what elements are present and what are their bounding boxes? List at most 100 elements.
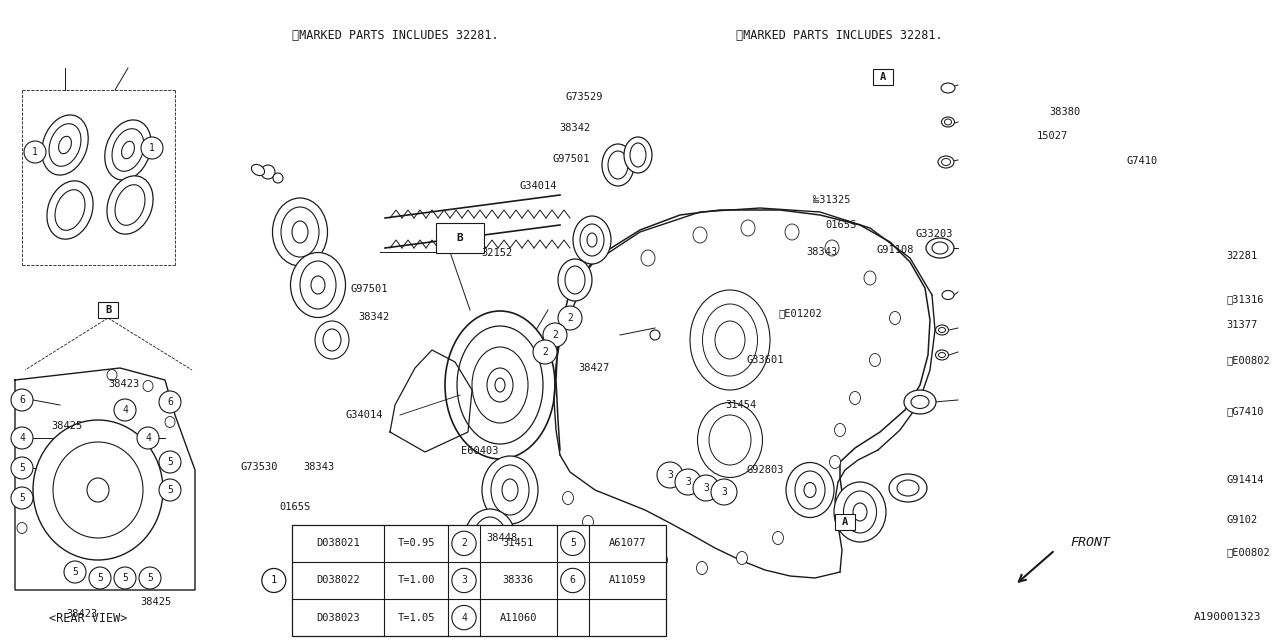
Text: T=1.00: T=1.00 <box>397 575 435 586</box>
Ellipse shape <box>852 503 867 521</box>
Ellipse shape <box>292 221 308 243</box>
Ellipse shape <box>942 159 951 166</box>
Circle shape <box>12 427 33 449</box>
Text: 5: 5 <box>570 538 576 548</box>
Ellipse shape <box>52 442 143 538</box>
Circle shape <box>114 567 136 589</box>
Ellipse shape <box>795 471 826 509</box>
Circle shape <box>452 531 476 556</box>
Ellipse shape <box>120 573 131 584</box>
Ellipse shape <box>850 392 860 404</box>
Ellipse shape <box>564 266 585 294</box>
Ellipse shape <box>87 478 109 502</box>
Text: 32152: 32152 <box>481 248 512 258</box>
Text: ※E00802: ※E00802 <box>1226 547 1270 557</box>
Ellipse shape <box>315 321 349 359</box>
Text: 38423: 38423 <box>67 609 97 620</box>
Text: 6: 6 <box>19 395 24 405</box>
Bar <box>835 513 855 529</box>
Ellipse shape <box>617 538 627 552</box>
Text: 5: 5 <box>19 493 24 503</box>
Text: E60403: E60403 <box>461 446 498 456</box>
Bar <box>292 525 666 636</box>
Ellipse shape <box>17 495 27 506</box>
Text: 31377: 31377 <box>1226 320 1257 330</box>
Text: G33601: G33601 <box>746 355 783 365</box>
Ellipse shape <box>108 369 116 381</box>
Ellipse shape <box>47 181 93 239</box>
Ellipse shape <box>17 433 27 444</box>
Ellipse shape <box>641 250 655 266</box>
Text: A190001323: A190001323 <box>1193 612 1261 622</box>
Text: 3: 3 <box>461 575 467 586</box>
Circle shape <box>710 479 737 505</box>
Ellipse shape <box>165 484 175 495</box>
Circle shape <box>24 141 46 163</box>
Ellipse shape <box>17 522 27 534</box>
Ellipse shape <box>17 394 27 406</box>
Text: ※G7410: ※G7410 <box>1226 406 1263 416</box>
Ellipse shape <box>904 390 936 414</box>
Text: 31451: 31451 <box>503 538 534 548</box>
Text: 6: 6 <box>570 575 576 586</box>
Text: 38342: 38342 <box>559 123 590 133</box>
Ellipse shape <box>696 561 708 575</box>
Text: 5: 5 <box>72 567 78 577</box>
Ellipse shape <box>785 224 799 240</box>
Circle shape <box>262 568 285 593</box>
Text: D038022: D038022 <box>316 575 360 586</box>
Circle shape <box>141 137 163 159</box>
Ellipse shape <box>59 136 72 154</box>
Ellipse shape <box>580 224 604 256</box>
Ellipse shape <box>716 321 745 359</box>
Circle shape <box>64 561 86 583</box>
Circle shape <box>657 462 684 488</box>
Text: 38425: 38425 <box>141 596 172 607</box>
Circle shape <box>273 173 283 183</box>
Text: T=0.95: T=0.95 <box>397 538 435 548</box>
Text: 5: 5 <box>122 573 128 583</box>
Text: ※E01202: ※E01202 <box>778 308 822 319</box>
Text: 3: 3 <box>685 477 691 487</box>
Ellipse shape <box>657 554 667 566</box>
Text: A11060: A11060 <box>499 612 538 623</box>
Ellipse shape <box>805 499 815 511</box>
Text: 38427: 38427 <box>579 363 609 373</box>
Ellipse shape <box>474 517 507 563</box>
Circle shape <box>114 399 136 421</box>
Circle shape <box>558 306 582 330</box>
Circle shape <box>452 605 476 630</box>
Text: 38343: 38343 <box>303 462 334 472</box>
Circle shape <box>137 427 159 449</box>
Ellipse shape <box>562 492 573 504</box>
Text: ※31316: ※31316 <box>1226 294 1263 305</box>
Ellipse shape <box>773 531 783 545</box>
Ellipse shape <box>936 350 948 360</box>
Text: B: B <box>457 233 463 243</box>
Ellipse shape <box>938 156 954 168</box>
Text: <REAR VIEW>: <REAR VIEW> <box>49 612 127 625</box>
Text: 32281: 32281 <box>1226 251 1257 261</box>
Circle shape <box>159 451 180 473</box>
Ellipse shape <box>291 253 346 317</box>
Text: 38342: 38342 <box>358 312 389 322</box>
Ellipse shape <box>42 115 88 175</box>
Text: A61077: A61077 <box>608 538 646 548</box>
Text: G91108: G91108 <box>877 244 914 255</box>
Circle shape <box>452 568 476 593</box>
Ellipse shape <box>55 189 84 230</box>
Text: G33203: G33203 <box>915 228 952 239</box>
Ellipse shape <box>826 240 838 256</box>
Ellipse shape <box>445 311 556 459</box>
Ellipse shape <box>122 141 134 159</box>
Text: 4: 4 <box>461 612 467 623</box>
Ellipse shape <box>942 117 955 127</box>
Ellipse shape <box>835 482 886 542</box>
Text: ‱31325: ‱31325 <box>813 195 850 205</box>
Ellipse shape <box>311 276 325 294</box>
Text: 31454: 31454 <box>726 400 756 410</box>
Bar <box>873 68 893 84</box>
Ellipse shape <box>282 207 319 257</box>
Text: G92803: G92803 <box>746 465 783 476</box>
Ellipse shape <box>457 326 543 444</box>
